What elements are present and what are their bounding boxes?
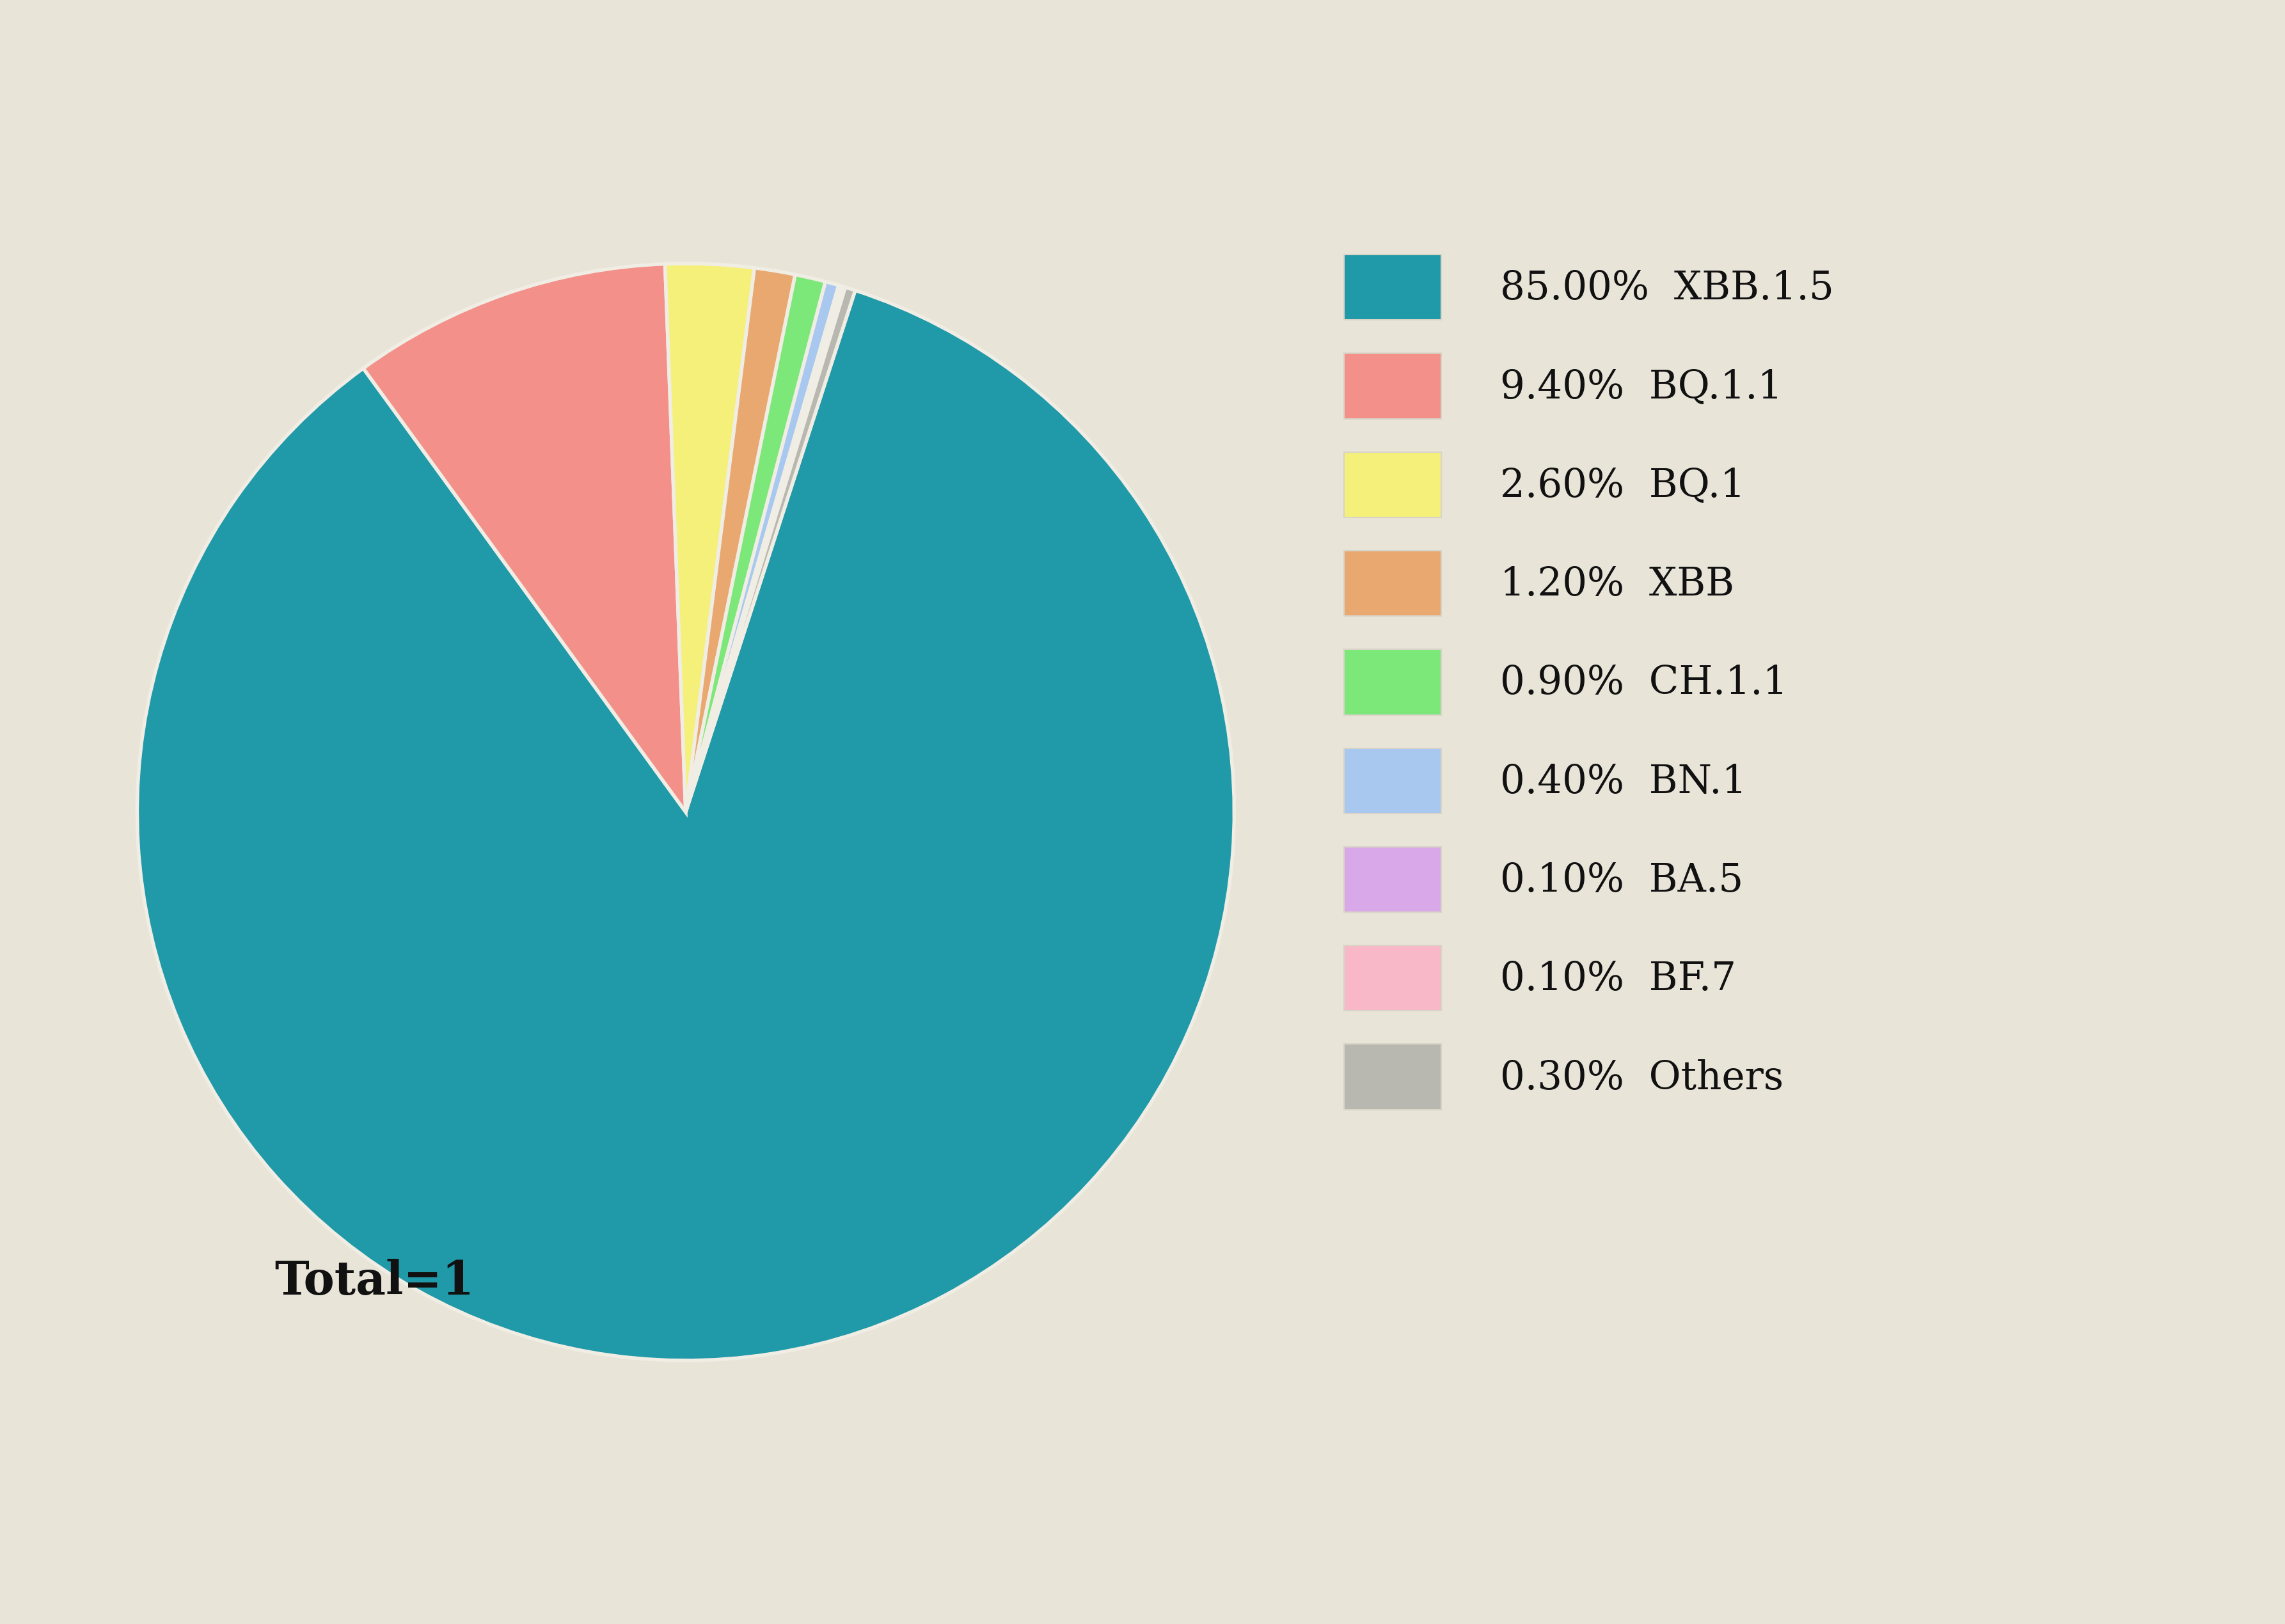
Wedge shape [137,291,1234,1361]
Wedge shape [685,286,845,812]
Text: Total=1: Total=1 [274,1259,473,1304]
Wedge shape [685,287,855,812]
Wedge shape [685,281,839,812]
Wedge shape [685,274,825,812]
Legend: 85.00%  XBB.1.5, 9.40%  BQ.1.1, 2.60%  BQ.1, 1.20%  XBB, 0.90%  CH.1.1, 0.40%  B: 85.00% XBB.1.5, 9.40% BQ.1.1, 2.60% BQ.1… [1328,239,1849,1125]
Wedge shape [685,268,795,812]
Wedge shape [363,265,685,812]
Wedge shape [665,263,754,812]
Wedge shape [685,286,841,812]
